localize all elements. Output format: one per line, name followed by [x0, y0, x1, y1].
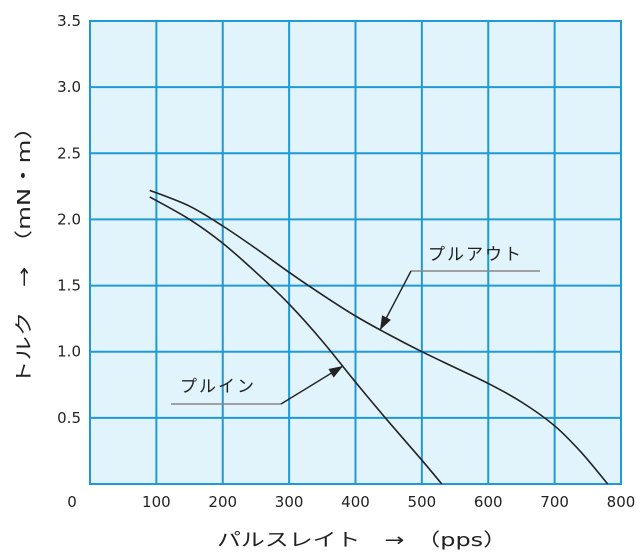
x-tick-label: 100: [142, 493, 171, 511]
pull-out-arrowhead: [380, 315, 391, 330]
pull-in-label: プルイン: [180, 377, 256, 397]
x-tick-label: 400: [341, 493, 370, 511]
y-axis-label: トルク → （mN・m）: [14, 115, 35, 385]
x-tick-label: 0: [67, 493, 77, 511]
x-tick-label: 300: [275, 493, 304, 511]
y-tick-label: 1.5: [57, 277, 81, 295]
x-tick-label: 200: [208, 493, 237, 511]
pull-out-curve: [149, 189, 609, 485]
y-tick-label: 3.0: [57, 78, 81, 96]
grid: [90, 21, 621, 484]
pull-out-label: プルアウト: [428, 245, 523, 265]
y-tick-label: 2.0: [57, 210, 81, 228]
pull-in-curve: [149, 196, 443, 485]
y-tick-label: 0.5: [57, 409, 81, 427]
x-axis-label: パルスレイト → （pps）: [217, 530, 507, 551]
x-tick-label: 500: [408, 493, 437, 511]
curves: [149, 189, 609, 485]
tick-labels: 0 100 200 300 400 500 600 700 800 0.5 1.0 1.5 2.0 2.5…: [57, 12, 635, 511]
y-tick-label: 2.5: [57, 144, 81, 162]
x-tick-label: 700: [540, 493, 569, 511]
pull-in-arrowhead: [328, 366, 343, 378]
y-tick-label: 3.5: [57, 12, 81, 30]
x-tick-label: 800: [607, 493, 636, 511]
x-tick-label: 600: [474, 493, 503, 511]
y-tick-label: 1.0: [57, 343, 81, 361]
